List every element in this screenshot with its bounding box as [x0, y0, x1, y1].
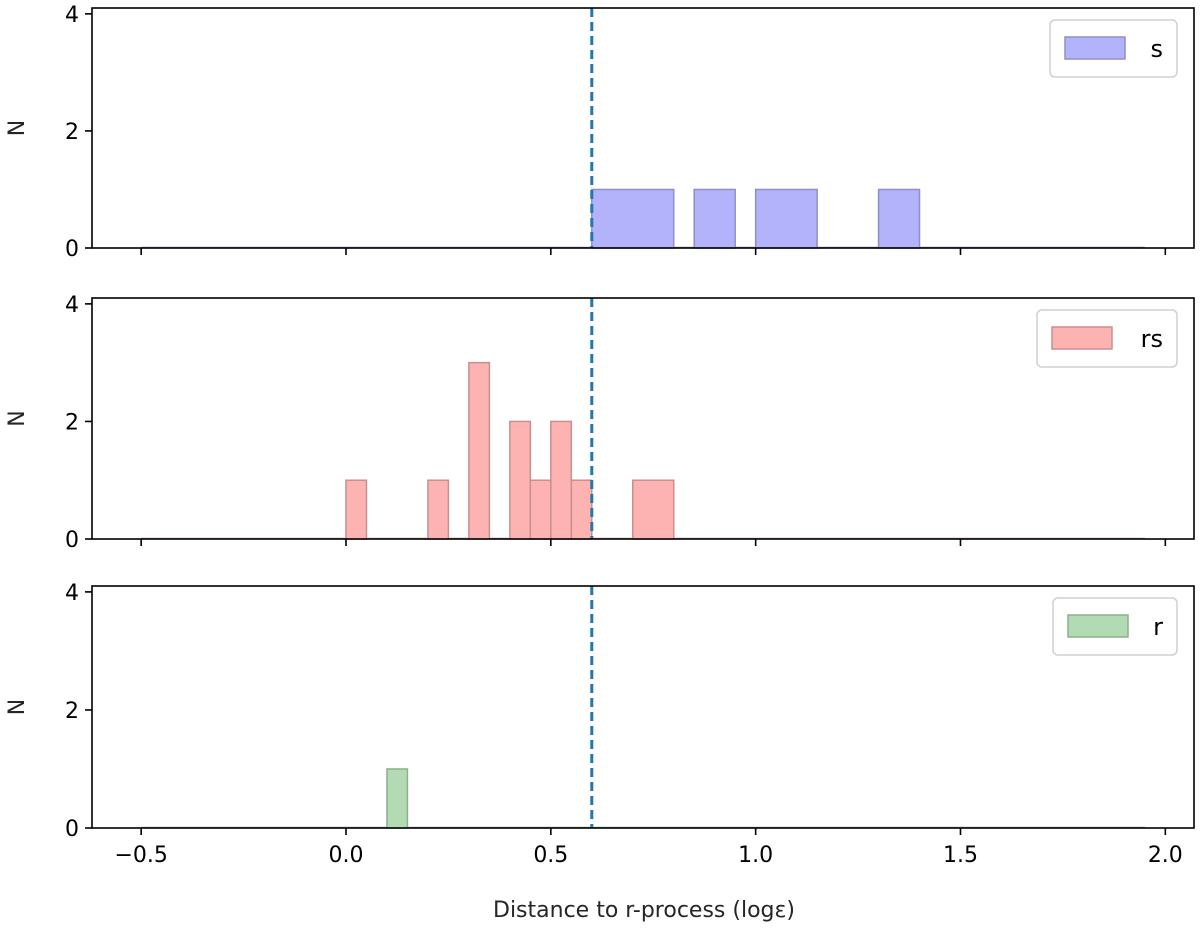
y-axis-title: N [5, 699, 30, 715]
legend-rs: rs [1036, 309, 1178, 368]
panel-r: 0 2 4 N −0.5 0.0 0.5 1.0 1.5 2.0 r [5, 581, 1195, 868]
histogram-bar [754, 188, 818, 249]
axes-frame [91, 585, 1195, 829]
x-tick-label: 1.5 [943, 843, 978, 868]
x-tick-label: −0.5 [114, 843, 167, 868]
histogram-bar [529, 479, 552, 540]
legend-label: rs [1141, 325, 1163, 353]
y-tick-label: 0 [65, 528, 79, 553]
histogram-bar [427, 479, 450, 540]
legend-swatch [1067, 614, 1129, 638]
axes-frame [91, 297, 1195, 540]
legend-r: r [1052, 597, 1178, 656]
legend-swatch [1064, 36, 1126, 60]
y-tick-label: 2 [65, 699, 79, 724]
y-axis-title: N [5, 410, 30, 426]
y-tick-label: 2 [65, 410, 79, 435]
histogram-bar [509, 420, 532, 540]
histogram-bar [468, 361, 491, 540]
legend-label: s [1150, 35, 1163, 63]
legend-swatch [1051, 326, 1113, 350]
histogram-bar [570, 479, 593, 540]
legend-label: r [1153, 613, 1163, 641]
histogram-bar [386, 768, 409, 829]
panel-rs: 0 2 4 Nrs [5, 293, 1195, 553]
histogram-bar [345, 479, 368, 540]
histogram-bar [632, 479, 675, 540]
histogram-bar [877, 188, 921, 249]
x-tick-label: 0.0 [328, 843, 363, 868]
histogram-bar [693, 188, 736, 249]
histogram-bar [550, 420, 573, 540]
y-tick-label: 2 [65, 120, 79, 145]
histogram-bar [591, 188, 675, 249]
x-tick-label: 1.0 [738, 843, 773, 868]
axes-frame [91, 7, 1195, 249]
panel-s: 0 2 4 Ns [5, 3, 1195, 262]
y-tick-label: 4 [65, 293, 79, 318]
y-tick-label: 0 [65, 817, 79, 842]
x-tick-label: 2.0 [1148, 843, 1183, 868]
y-tick-label: 4 [65, 581, 79, 606]
panels-group: 0 2 4 Ns 0 2 4 Nrs 0 2 4 N −0.5 0.0 0.5 1.0 1.5 2.0 r [5, 3, 1195, 868]
y-tick-label: 0 [65, 237, 79, 262]
x-tick-label: 0.5 [533, 843, 568, 868]
y-axis-title: N [5, 120, 30, 136]
legend-s: s [1049, 19, 1178, 78]
y-tick-label: 4 [65, 3, 79, 28]
x-axis-title: Distance to r-process (logε) [493, 898, 795, 923]
